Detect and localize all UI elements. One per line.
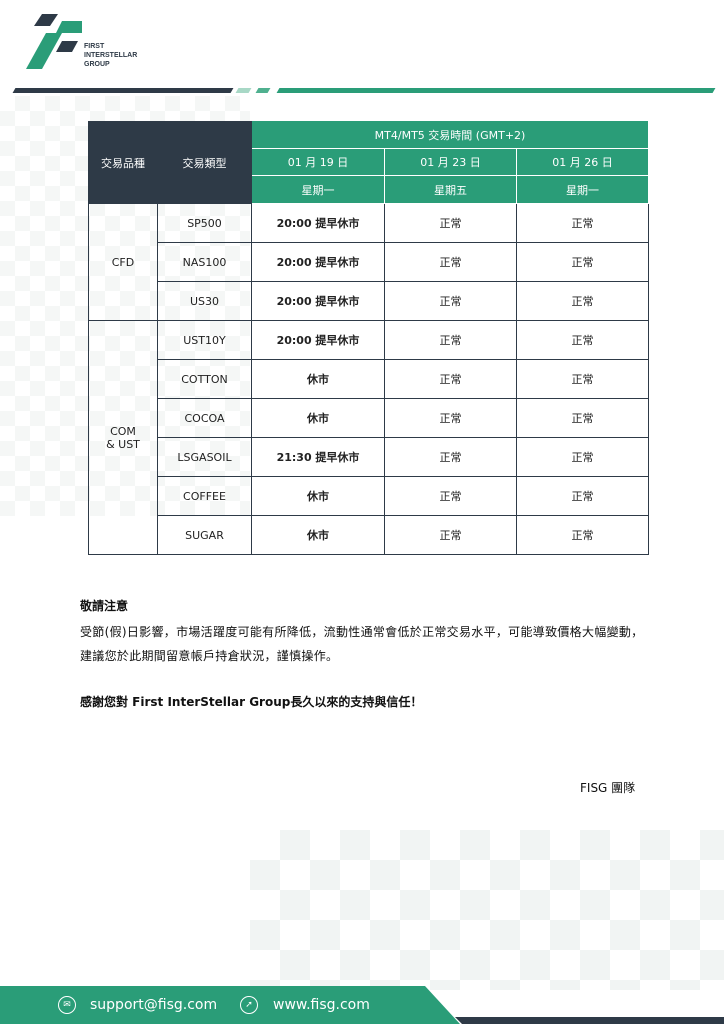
company-logo xyxy=(26,14,82,69)
status-cell: 20:00 提早休市 xyxy=(251,242,385,282)
status-cell: 正常 xyxy=(384,320,517,360)
table-row: COM & UST UST10Y 20:00 提早休市 正常 正常 xyxy=(88,320,649,555)
status-cell: 正常 xyxy=(384,281,517,321)
status-cell: 正常 xyxy=(516,242,649,282)
table-row: US30 20:00 提早休市 正常 正常 xyxy=(89,281,649,321)
date-header: 01 月 19 日 xyxy=(251,148,385,176)
type-cell: COCOA xyxy=(157,398,252,438)
type-cell: SP500 xyxy=(157,203,252,243)
date-header: 01 月 23 日 xyxy=(384,148,517,176)
header-hours: MT4/MT5 交易時間 (GMT+2) xyxy=(251,121,649,149)
weekday-header: 星期五 xyxy=(384,175,517,204)
envelope-icon: ✉ xyxy=(58,996,76,1014)
notice-body: 受節(假)日影響，市場活躍度可能有所降低，流動性通常會低於正常交易水平，可能導致… xyxy=(80,625,644,663)
weekday-header: 星期一 xyxy=(516,175,649,204)
status-cell: 正常 xyxy=(384,359,517,399)
status-cell: 正常 xyxy=(516,203,649,243)
status-cell: 20:00 提早休市 xyxy=(251,320,385,360)
status-cell: 21:30 提早休市 xyxy=(251,437,385,477)
weekday-header: 星期一 xyxy=(251,175,385,204)
status-cell: 正常 xyxy=(384,437,517,477)
status-cell: 正常 xyxy=(516,476,649,516)
category-cell: COM & UST xyxy=(88,320,158,555)
type-cell: LSGASOIL xyxy=(157,437,252,477)
table-row: COCOA 休市 正常 正常 xyxy=(89,398,649,438)
status-cell: 休市 xyxy=(251,398,385,438)
status-cell: 休市 xyxy=(251,476,385,516)
status-cell: 正常 xyxy=(516,398,649,438)
status-cell: 正常 xyxy=(516,437,649,477)
signature: FISG 團隊 xyxy=(580,781,636,795)
thanks-text: 感謝您對 First InterStellar Group長久以來的支持與信任！ xyxy=(80,695,423,709)
status-cell: 20:00 提早休市 xyxy=(251,203,385,243)
status-cell: 正常 xyxy=(384,203,517,243)
table-row: COFFEE 休市 正常 正常 xyxy=(89,476,649,516)
table-row: CFD SP500 20:00 提早休市 正常 正常 xyxy=(88,203,649,321)
type-cell: COFFEE xyxy=(157,476,252,516)
status-cell: 休市 xyxy=(251,515,385,555)
notice-title: 敬請注意 xyxy=(80,599,129,613)
type-cell: SUGAR xyxy=(157,515,252,555)
header-bar xyxy=(235,88,252,93)
header-category: 交易品種 xyxy=(88,121,158,204)
website-link[interactable]: www.fisg.com xyxy=(273,997,370,1013)
status-cell: 正常 xyxy=(384,476,517,516)
category-cell: CFD xyxy=(88,203,158,321)
type-cell: COTTON xyxy=(157,359,252,399)
cursor-icon: ➚ xyxy=(240,996,258,1014)
header-bar xyxy=(255,88,271,93)
background-pattern xyxy=(250,830,724,990)
footer-bar xyxy=(0,986,724,1024)
status-cell: 正常 xyxy=(384,515,517,555)
header-bar xyxy=(276,88,716,93)
status-cell: 休市 xyxy=(251,359,385,399)
table-row: NAS100 20:00 提早休市 正常 正常 xyxy=(89,242,649,282)
header-type: 交易類型 xyxy=(157,121,252,204)
status-cell: 正常 xyxy=(384,398,517,438)
type-cell: US30 xyxy=(157,281,252,321)
status-cell: 20:00 提早休市 xyxy=(251,281,385,321)
status-cell: 正常 xyxy=(516,320,649,360)
trading-hours-table: 交易品種 交易類型 MT4/MT5 交易時間 (GMT+2) 01 月 19 日… xyxy=(88,121,649,555)
type-cell: NAS100 xyxy=(157,242,252,282)
date-header: 01 月 26 日 xyxy=(516,148,649,176)
table-row: SUGAR 休市 正常 正常 xyxy=(89,515,649,555)
table-row: LSGASOIL 21:30 提早休市 正常 正常 xyxy=(89,437,649,477)
logo-text: FIRST INTERSTELLAR GROUP xyxy=(84,43,138,68)
type-cell: UST10Y xyxy=(157,320,252,360)
status-cell: 正常 xyxy=(516,281,649,321)
status-cell: 正常 xyxy=(516,515,649,555)
table-row: COTTON 休市 正常 正常 xyxy=(89,359,649,399)
status-cell: 正常 xyxy=(384,242,517,282)
email-link[interactable]: support@fisg.com xyxy=(90,997,218,1013)
header-bar xyxy=(12,88,234,93)
status-cell: 正常 xyxy=(516,359,649,399)
